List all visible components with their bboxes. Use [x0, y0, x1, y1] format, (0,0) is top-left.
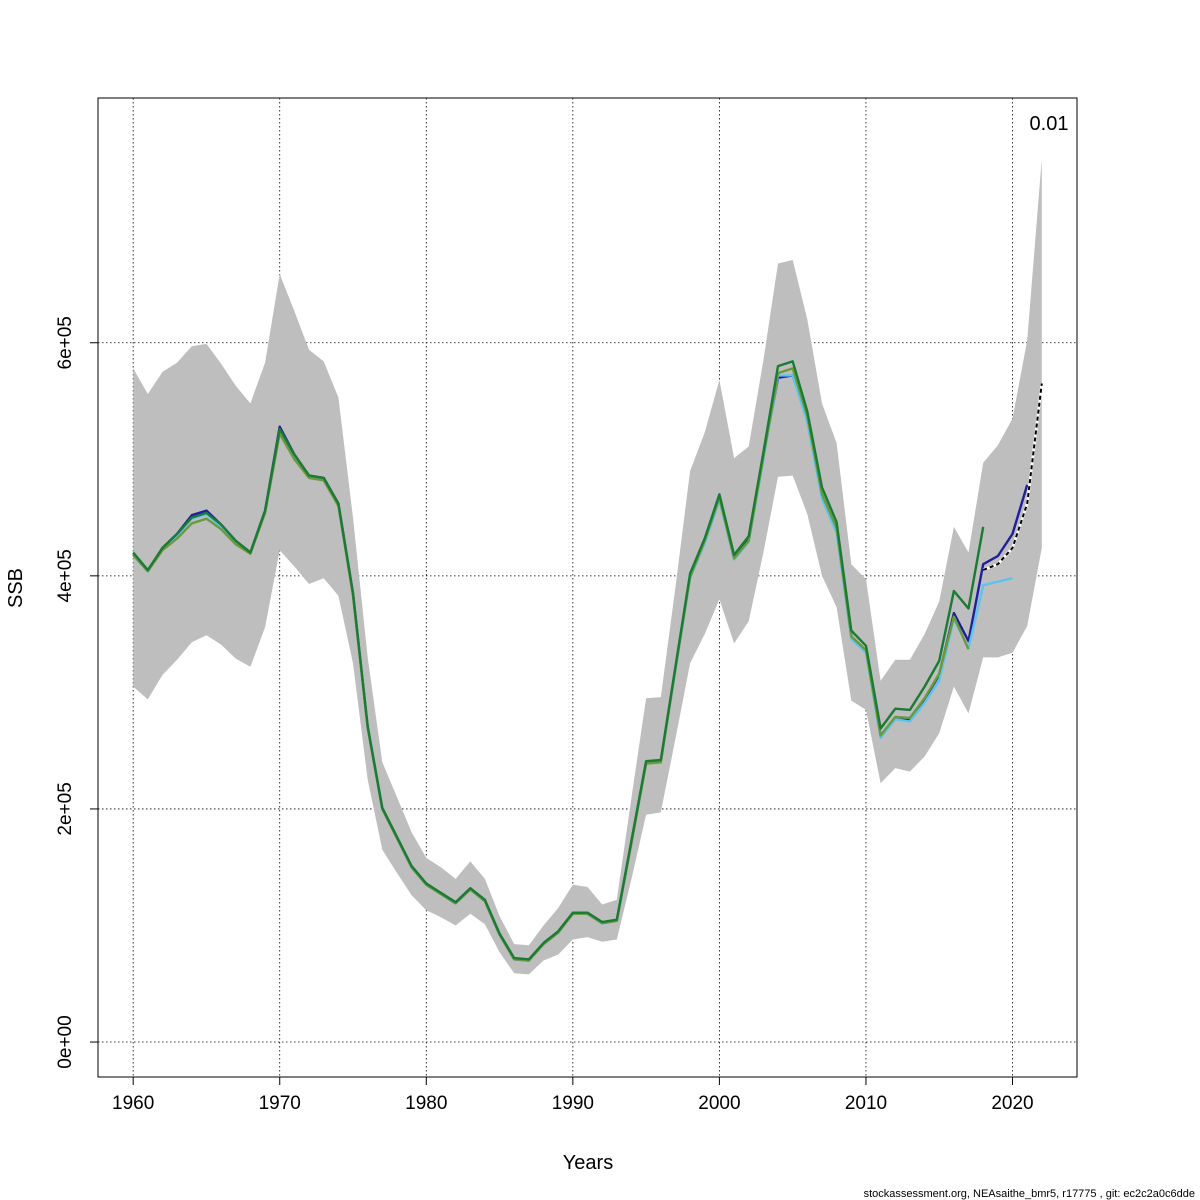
series-lines-layer	[132, 360, 1044, 962]
x-tick-label: 1980	[405, 1093, 447, 1114]
y-tick-label: 4e+05	[55, 549, 76, 602]
x-tick-label: 1990	[552, 1093, 594, 1114]
series-line-dashed	[982, 383, 1043, 571]
y-axis-title: SSB	[5, 568, 27, 608]
series-line-4	[132, 360, 985, 961]
y-tick-label: 0e+00	[55, 1015, 76, 1068]
y-tick-label: 6e+05	[55, 316, 76, 369]
x-tick-label: 1970	[259, 1093, 301, 1114]
x-tick-label: 1960	[112, 1093, 154, 1114]
annotation-label: 0.01	[1030, 113, 1069, 135]
x-axis-title: Years	[563, 1152, 613, 1174]
x-tick-label: 2020	[991, 1093, 1033, 1114]
footer-credit: stockassessment.org, NEAsaithe_bmr5, r17…	[864, 1188, 1195, 1200]
confidence-band	[133, 158, 1042, 975]
y-tick-label: 2e+05	[55, 782, 76, 835]
x-tick-label: 2010	[845, 1093, 887, 1114]
confidence-band-layer	[133, 158, 1042, 975]
axes: 1960 1970 1980 1990 2000 2010 2020 0e+00 2e+05 4e…	[55, 316, 1034, 1114]
x-tick-label: 2000	[698, 1093, 740, 1114]
